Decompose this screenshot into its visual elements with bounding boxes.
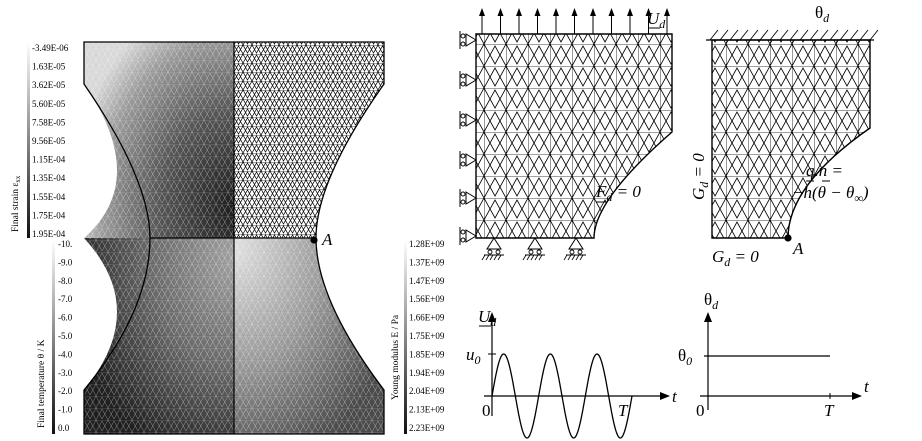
strain-tick-label: 1.95E-04 — [32, 229, 66, 239]
mechanical-mesh — [476, 34, 672, 238]
strain-colorbar: Final strain εxx -3.49E-06 1.63E-05 3.62E-… — [11, 42, 69, 239]
flux-line-2: −h(θ − θ∞) — [792, 183, 869, 205]
temperature-tick-label: -6.0 — [58, 313, 73, 323]
force-arrowhead — [571, 8, 578, 16]
left-roller-supports — [459, 31, 477, 245]
force-arrowhead — [664, 8, 670, 16]
force-arrowhead — [497, 8, 504, 16]
bottom-support — [527, 237, 543, 250]
young-tick-label: 1.75E+09 — [409, 331, 445, 341]
thermal-point-a-label: A — [792, 239, 804, 258]
young-tick-label: 2.13E+09 — [409, 405, 445, 415]
temperature-tick-label: -4.0 — [58, 349, 73, 359]
roller-support — [465, 153, 477, 167]
strain-tick-label: 7.58E-05 — [32, 117, 66, 127]
period-end-label-2: T — [824, 401, 835, 420]
temperature-tick-label: -8.0 — [58, 276, 73, 286]
young-colorbar-title: Young modulus E / Pa — [391, 314, 401, 400]
origin-label-2: 0 — [696, 401, 705, 420]
young-tick-label: 1.37E+09 — [409, 257, 445, 267]
force-arrowhead — [534, 8, 541, 16]
young-tick-label: 1.85E+09 — [409, 349, 445, 359]
force-arrowhead — [553, 8, 559, 16]
strain-tick-label: 1.15E-04 — [32, 155, 66, 165]
specimen-result-plot: A — [83, 41, 385, 435]
young-tick-label: 1.47E+09 — [409, 276, 445, 286]
force-arrowhead — [627, 8, 633, 16]
point-a-marker — [310, 236, 318, 244]
flux-line-1: q.n = — [806, 161, 843, 180]
t-axis-label-2: t — [864, 377, 870, 396]
bottom-roller-supports — [481, 237, 586, 261]
origin-label: 0 — [482, 401, 491, 420]
strain-tick-label: 1.35E-04 — [32, 173, 66, 183]
thermal-mesh — [712, 40, 870, 238]
temperature-time-plot: θd θ0 t 0 T — [678, 290, 870, 420]
temperature-colorbar-title: Final temperature θ / K — [37, 339, 47, 428]
strain-tick-label: 1.75E-04 — [32, 210, 66, 220]
theta-d-label: θd — [815, 3, 830, 25]
young-tick-label: 1.28E+09 — [409, 239, 445, 249]
temperature-tick-label: -7.0 — [58, 294, 73, 304]
temperature-tick-label: -2.0 — [58, 386, 73, 396]
temperature-tick-label: -1.0 — [58, 405, 73, 415]
bottom-support — [486, 237, 502, 250]
fixed-temperature-hatch — [709, 29, 879, 41]
strain-tick-label: 1.55E-04 — [32, 192, 66, 202]
strain-tick-label: 3.62E-05 — [32, 80, 66, 90]
force-arrowhead — [590, 8, 596, 16]
specimen-outline — [83, 41, 385, 435]
young-tick-label: 2.23E+09 — [409, 423, 445, 433]
temperature-tick-label: -10. — [58, 239, 72, 249]
gd-left-label: Gd = 0 — [689, 153, 711, 200]
temperature-tick-label: 0.0 — [58, 423, 70, 433]
force-arrowhead — [645, 8, 652, 16]
sine-curve — [491, 353, 633, 439]
t-axis-label: t — [672, 387, 678, 406]
gd-bottom-label: Gd = 0 — [712, 247, 759, 269]
fine-mesh — [234, 42, 384, 238]
strain-tick-label: -3.49E-06 — [32, 43, 69, 53]
young-tick-label: 1.66E+09 — [409, 313, 445, 323]
theta-axis-label: θd — [704, 290, 719, 312]
force-arrowhead — [479, 8, 485, 16]
temperature-colorbar: Final temperature θ / K -10. -9.0 -8.0 -7.0… — [37, 239, 73, 434]
temperature-tick-label: -3.0 — [58, 368, 73, 378]
temperature-tick-label: -9.0 — [58, 257, 73, 267]
ud-label: Ud — [647, 9, 666, 31]
roller-support — [465, 113, 477, 127]
point-a-label: A — [321, 230, 333, 249]
temperature-tick-label: -5.0 — [58, 331, 73, 341]
roller-support — [465, 229, 477, 243]
young-tick-label: 1.94E+09 — [409, 368, 445, 378]
young-tick-label: 2.04E+09 — [409, 386, 445, 396]
strain-tick-label: 5.60E-05 — [32, 99, 66, 109]
thermal-bc-diagram: A θd Gd = 0 Gd = 0 q.n = −h(θ − θ∞) — [689, 3, 879, 269]
force-arrowhead — [608, 8, 615, 16]
fd-label: Fd = 0 — [595, 182, 641, 204]
theta0-label: θ0 — [678, 346, 692, 368]
u0-label: u0 — [466, 345, 481, 367]
period-end-label: T — [618, 401, 629, 420]
strain-tick-label: 1.63E-05 — [32, 62, 66, 72]
displacement-time-plot: Ud u0 t 0 T — [466, 307, 678, 439]
bottom-support — [568, 237, 584, 250]
roller-support — [465, 191, 477, 205]
young-tick-label: 1.56E+09 — [409, 294, 445, 304]
strain-colorbar-title: Final strain εxx — [11, 175, 22, 232]
roller-support — [465, 33, 477, 47]
mechanical-bc-diagram: Ud Fd = 0 — [459, 8, 673, 261]
displacement-arrows — [479, 8, 670, 34]
roller-support — [465, 73, 477, 87]
thermal-point-a-marker — [784, 234, 792, 242]
force-arrowhead — [516, 8, 522, 16]
ud-axis-label: Ud — [478, 307, 497, 329]
strain-tick-label: 9.56E-05 — [32, 136, 66, 146]
young-colorbar: Young modulus E / Pa 1.28E+09 1.37E+09 1.4… — [391, 239, 445, 434]
